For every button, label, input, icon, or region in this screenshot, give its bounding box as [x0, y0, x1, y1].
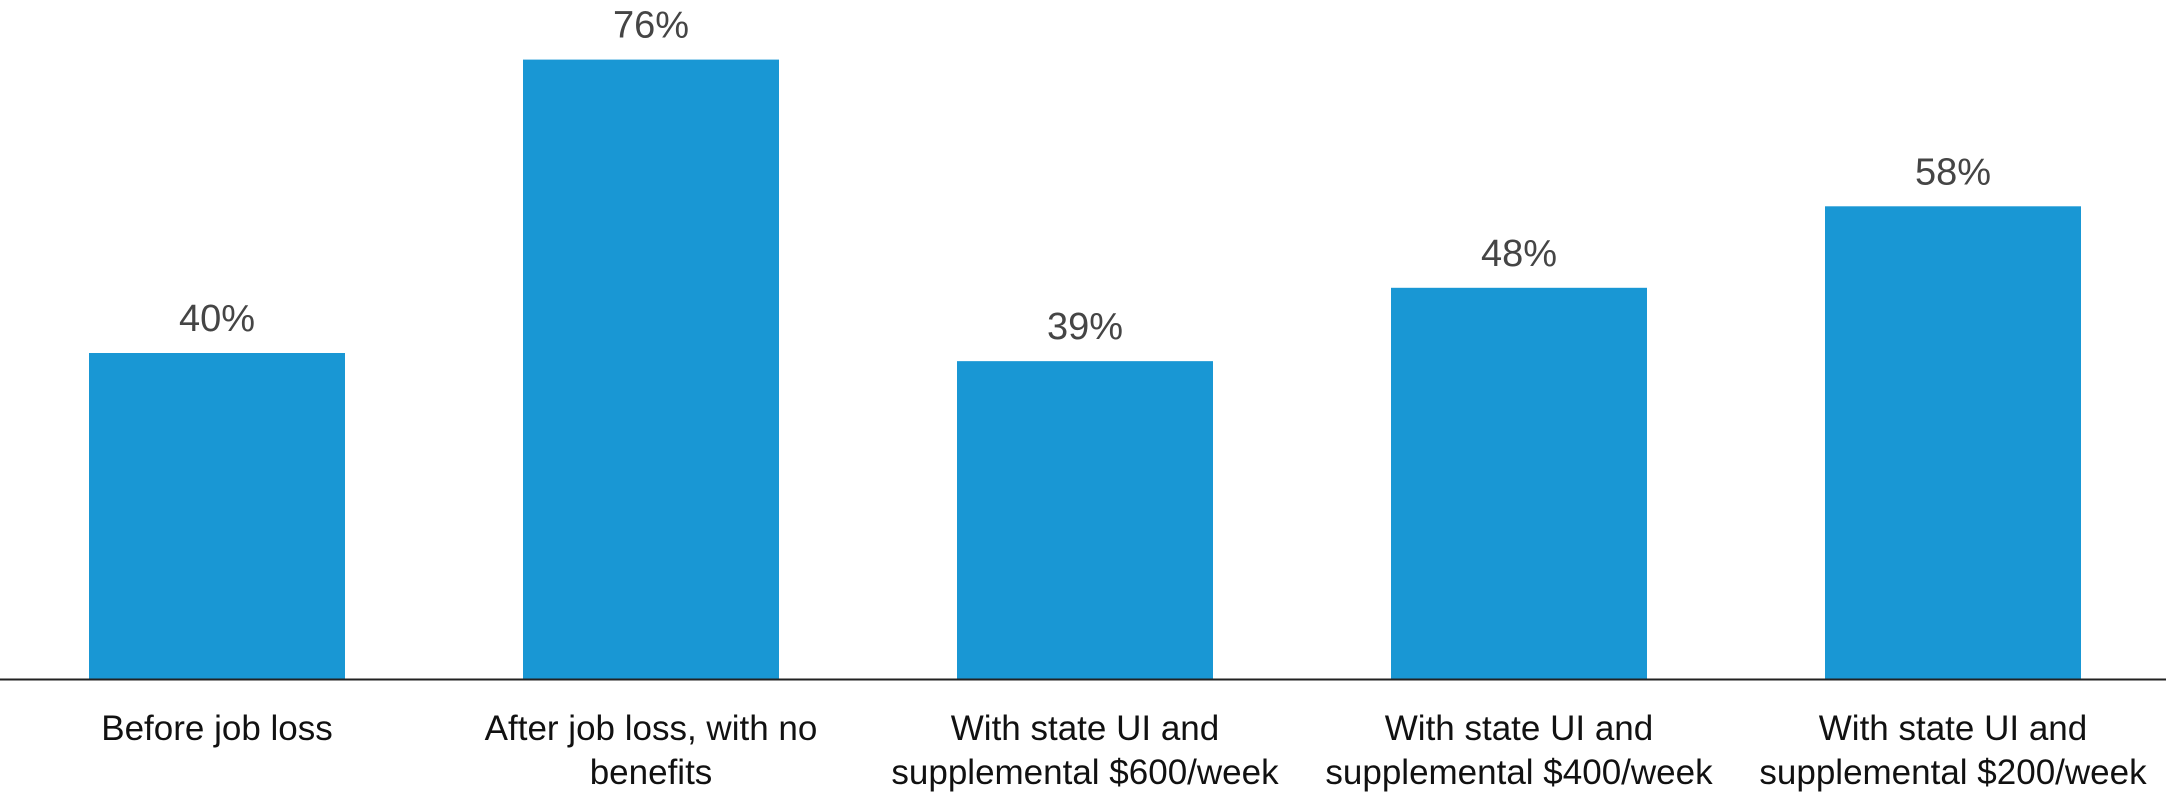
x-tick-label-line: With state UI and — [1819, 709, 2087, 748]
data-label: 39% — [1047, 306, 1123, 348]
x-tick-label-line: Before job loss — [101, 709, 333, 748]
bars-group — [89, 59, 2081, 680]
x-tick-label: After job loss, with no benefits — [485, 709, 818, 792]
bar — [523, 59, 779, 680]
x-tick-label-line: With state UI and — [1385, 709, 1653, 748]
bar — [1825, 206, 2081, 680]
data-labels-group: 40% 76% 39% 48% 58% — [179, 5, 1991, 349]
data-label: 76% — [613, 5, 689, 47]
x-tick-label-line: After job loss, with no — [485, 709, 818, 748]
x-tick-label-line: supplemental $400/week — [1325, 753, 1713, 792]
x-tick-labels-group: Before job loss After job loss, with no be… — [101, 709, 2147, 792]
x-tick-label: With state UI and supplemental $600/week — [891, 709, 1279, 792]
x-tick-label-line: supplemental $600/week — [891, 753, 1279, 792]
x-tick-label-line: supplemental $200/week — [1759, 753, 2147, 792]
x-tick-label-line: With state UI and — [951, 709, 1219, 748]
x-tick-label-line: benefits — [590, 753, 713, 792]
bar — [89, 353, 345, 679]
data-label: 48% — [1481, 233, 1557, 275]
x-tick-label: Before job loss — [101, 709, 333, 748]
bar — [957, 361, 1213, 679]
x-tick-label: With state UI and supplemental $200/week — [1759, 709, 2147, 792]
data-label: 58% — [1915, 151, 1991, 193]
bar — [1391, 287, 1647, 679]
x-tick-label: With state UI and supplemental $400/week — [1325, 709, 1713, 792]
data-label: 40% — [179, 298, 255, 340]
